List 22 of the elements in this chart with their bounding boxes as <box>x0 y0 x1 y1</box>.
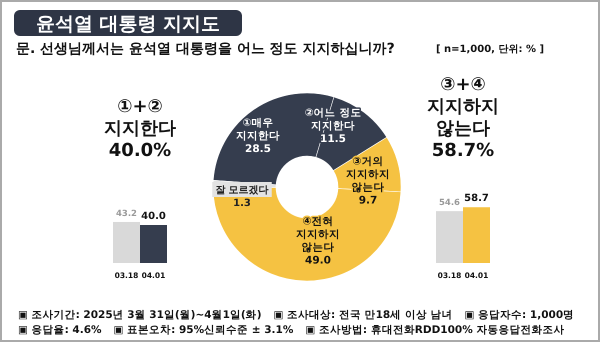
data-label: 43.2 <box>116 208 138 219</box>
data-label: 40.0 <box>141 211 166 222</box>
slice-label: ④전혀 지지하지 않는다 <box>295 216 340 254</box>
chart-title: ①+② 지지한다 40.0% <box>104 96 176 161</box>
slice-label: ①매우 지지한다 <box>235 117 280 142</box>
text: ▣ 응답율: 4.6% <box>18 324 102 336</box>
chart-title: ③+④ 지지하지 않는다 58.7% <box>427 74 499 161</box>
data-label: 49.0 <box>305 254 331 266</box>
chart-subtitle: 문. 선생님께서는 윤석열 대통령을 어느 정도 지지하십니까? <box>16 41 395 57</box>
data-label: 9.7 <box>358 194 378 206</box>
data-label: 54.6 <box>439 198 460 208</box>
data-label: 28.5 <box>245 143 271 155</box>
text: ▣ 표본오차: 95%신뢰수준 ± 3.1% <box>114 324 294 336</box>
text: ▣ 응답자수: 1,000명 <box>464 309 574 321</box>
data-label: 11.5 <box>320 133 346 145</box>
text: ▣ 조사방법: 휴대전화RDD100% 자동응답전화조사 <box>305 324 564 336</box>
chart-title: 윤석열 대통령 지지도 <box>36 13 220 35</box>
text: ▣ 조사대상: 전국 만18세 이상 남녀 <box>273 309 453 321</box>
data-label: 58.7 <box>464 193 489 204</box>
text: ▣ 조사기간: 2025년 3월 31일(월)~4월1일(화) <box>18 309 262 321</box>
data-label: 1.3 <box>233 198 251 209</box>
text: [ n=1,000, 단위: % ] <box>436 44 544 55</box>
